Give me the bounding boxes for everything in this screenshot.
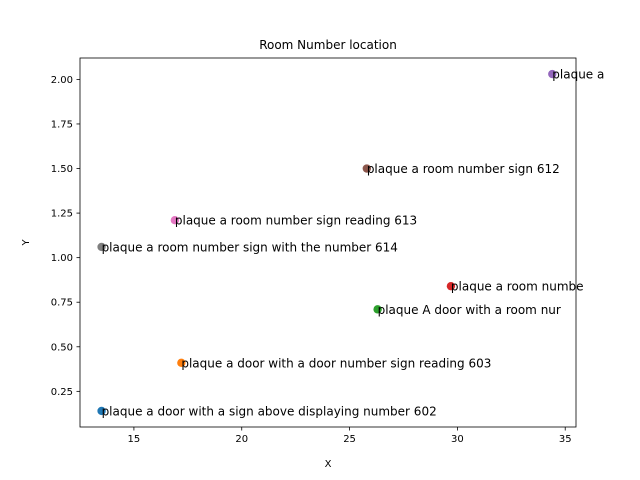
data-point [548,69,557,79]
y-tick-label: 0.75 [51,298,73,309]
point-labels: plaque a door with a sign above displayi… [102,68,605,419]
y-tick-label: 0.25 [51,387,73,398]
data-point [177,358,186,368]
data-point [97,242,106,252]
x-axis-label: X [325,459,332,470]
x-tick-label: 35 [559,434,572,445]
data-point [170,216,180,225]
data-point [373,305,382,314]
data-point-label: plaque a room numbe [451,280,584,294]
data-point-label: plaque A door with a room nur [378,303,561,317]
data-point-label: plaque a door with a sign above displayi… [102,404,437,418]
y-tick-label: 1.50 [51,164,73,175]
chart-title: Room Number location [259,38,397,52]
axis-ticks: 15 20 25 30 35 0.25 0.50 0.75 1.00 1.25 1.50 1.75 2.… [51,75,572,445]
y-tick-label: 2.00 [51,75,73,86]
x-tick-label: 30 [451,434,464,445]
y-axis-label: Y [21,239,32,247]
data-point-label: plaque a door with a door number sign re… [181,356,491,370]
data-point [446,281,456,291]
y-tick-label: 1.00 [51,253,73,264]
x-tick-label: 25 [343,434,356,445]
plot-frame [79,57,577,428]
data-points [97,69,557,416]
x-tick-label: 20 [235,434,248,445]
data-point-label: plaque a room number sign reading 613 [175,214,417,228]
y-tick-label: 1.75 [51,119,73,130]
x-tick-label: 15 [128,434,141,445]
y-tick-label: 0.50 [51,342,73,353]
data-point [97,406,106,416]
data-point-label: plaque a room number sign with the numbe… [102,240,398,254]
data-point-label: plaque a [552,68,604,82]
data-point [362,164,372,173]
y-tick-label: 1.25 [51,209,73,220]
data-point-label: plaque a room number sign 612 [367,162,560,176]
